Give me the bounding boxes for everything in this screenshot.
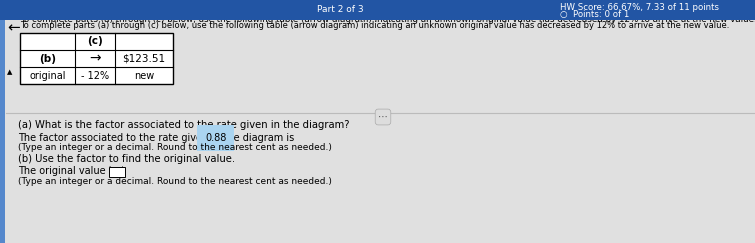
Text: The factor associated to the rate given in the diagram is: The factor associated to the rate given …: [18, 133, 297, 143]
Text: (c): (c): [87, 36, 103, 46]
Text: Part 2 of 3: Part 2 of 3: [316, 6, 363, 15]
Text: ⋯: ⋯: [378, 112, 388, 122]
Text: (Type an integer or a decimal. Round to the nearest cent as needed.): (Type an integer or a decimal. Round to …: [18, 143, 332, 152]
Bar: [20, 33, 173, 84]
Text: (b) Use the factor to find the original value.: (b) Use the factor to find the original …: [18, 154, 235, 164]
Bar: [0, 20, 5, 243]
Text: $123.51: $123.51: [122, 53, 165, 63]
Text: original: original: [29, 70, 66, 80]
Text: (Type an integer or a decimal. Round to the nearest cent as needed.): (Type an integer or a decimal. Round to …: [18, 177, 332, 186]
Text: ○  Points: 0 of 1: ○ Points: 0 of 1: [560, 10, 630, 19]
Text: HW Score: 66.67%, 7.33 of 11 points: HW Score: 66.67%, 7.33 of 11 points: [560, 2, 719, 11]
Text: ←: ←: [7, 20, 20, 35]
Text: - 12%: - 12%: [81, 70, 109, 80]
Text: new: new: [134, 70, 154, 80]
Text: ▲: ▲: [7, 69, 12, 75]
Text: 0.88: 0.88: [205, 133, 226, 143]
Text: (b): (b): [39, 53, 56, 63]
Text: The original value is $: The original value is $: [18, 166, 126, 176]
Text: To complete parts (a) through (c) below, use the following table (arrow diagram): To complete parts (a) through (c) below,…: [20, 15, 755, 24]
Text: (a) What is the factor associated to the rate given in the diagram?: (a) What is the factor associated to the…: [18, 120, 350, 130]
Bar: [109, 167, 125, 177]
Bar: [0, 0, 755, 20]
Text: To complete parts (a) through (c) below, use the following table (arrow diagram): To complete parts (a) through (c) below,…: [20, 21, 729, 30]
Text: →: →: [89, 52, 101, 66]
